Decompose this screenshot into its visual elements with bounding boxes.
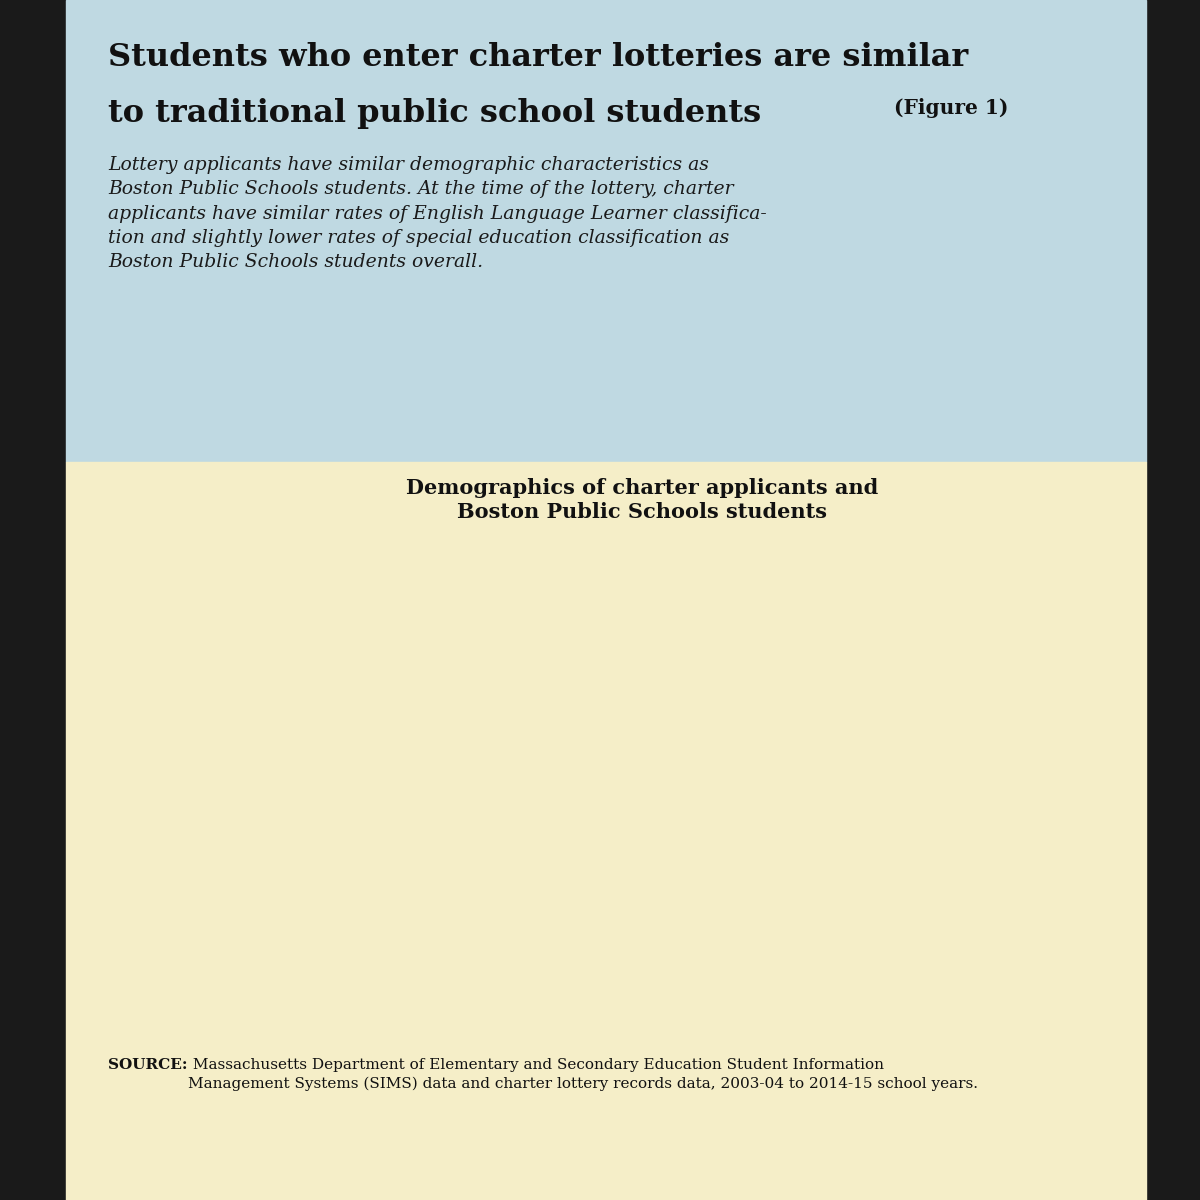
Text: SOURCE:: SOURCE: (108, 1058, 187, 1073)
Legend: Boston Public Schools students, Charter lottery applicants: Boston Public Schools students, Charter … (288, 988, 936, 1022)
Bar (271, 862, 328, 966)
Text: Lottery applicants have similar demographic characteristics as
Boston Public Sch: Lottery applicants have similar demograp… (108, 156, 767, 271)
Bar (394, 839, 450, 966)
Text: 46: 46 (664, 690, 686, 708)
Text: 37: 37 (851, 740, 874, 758)
Text: 75: 75 (973, 530, 996, 548)
Bar (581, 751, 637, 966)
Text: (Figure 1): (Figure 1) (894, 98, 1008, 119)
Text: 19: 19 (288, 839, 311, 857)
Bar (769, 768, 824, 966)
Text: 23: 23 (222, 817, 245, 835)
Text: 23: 23 (410, 817, 433, 835)
Text: 26: 26 (475, 800, 498, 818)
Text: to traditional public school students: to traditional public school students (108, 98, 761, 130)
Text: 39: 39 (598, 728, 620, 746)
Text: Students who enter charter lotteries are similar: Students who enter charter lotteries are… (108, 42, 968, 73)
Bar (956, 553, 1013, 966)
Bar (1022, 553, 1079, 966)
Bar (460, 823, 515, 966)
Bar (647, 713, 703, 966)
Text: 36: 36 (785, 745, 809, 763)
Y-axis label: Percent: Percent (107, 697, 125, 767)
Bar (834, 762, 890, 966)
Text: Massachusetts Department of Elementary and Secondary Education Student Informati: Massachusetts Department of Elementary a… (188, 1058, 978, 1091)
Text: 75: 75 (1039, 530, 1062, 548)
Text: Demographics of charter applicants and
Boston Public Schools students: Demographics of charter applicants and B… (406, 478, 878, 522)
Bar (205, 839, 262, 966)
